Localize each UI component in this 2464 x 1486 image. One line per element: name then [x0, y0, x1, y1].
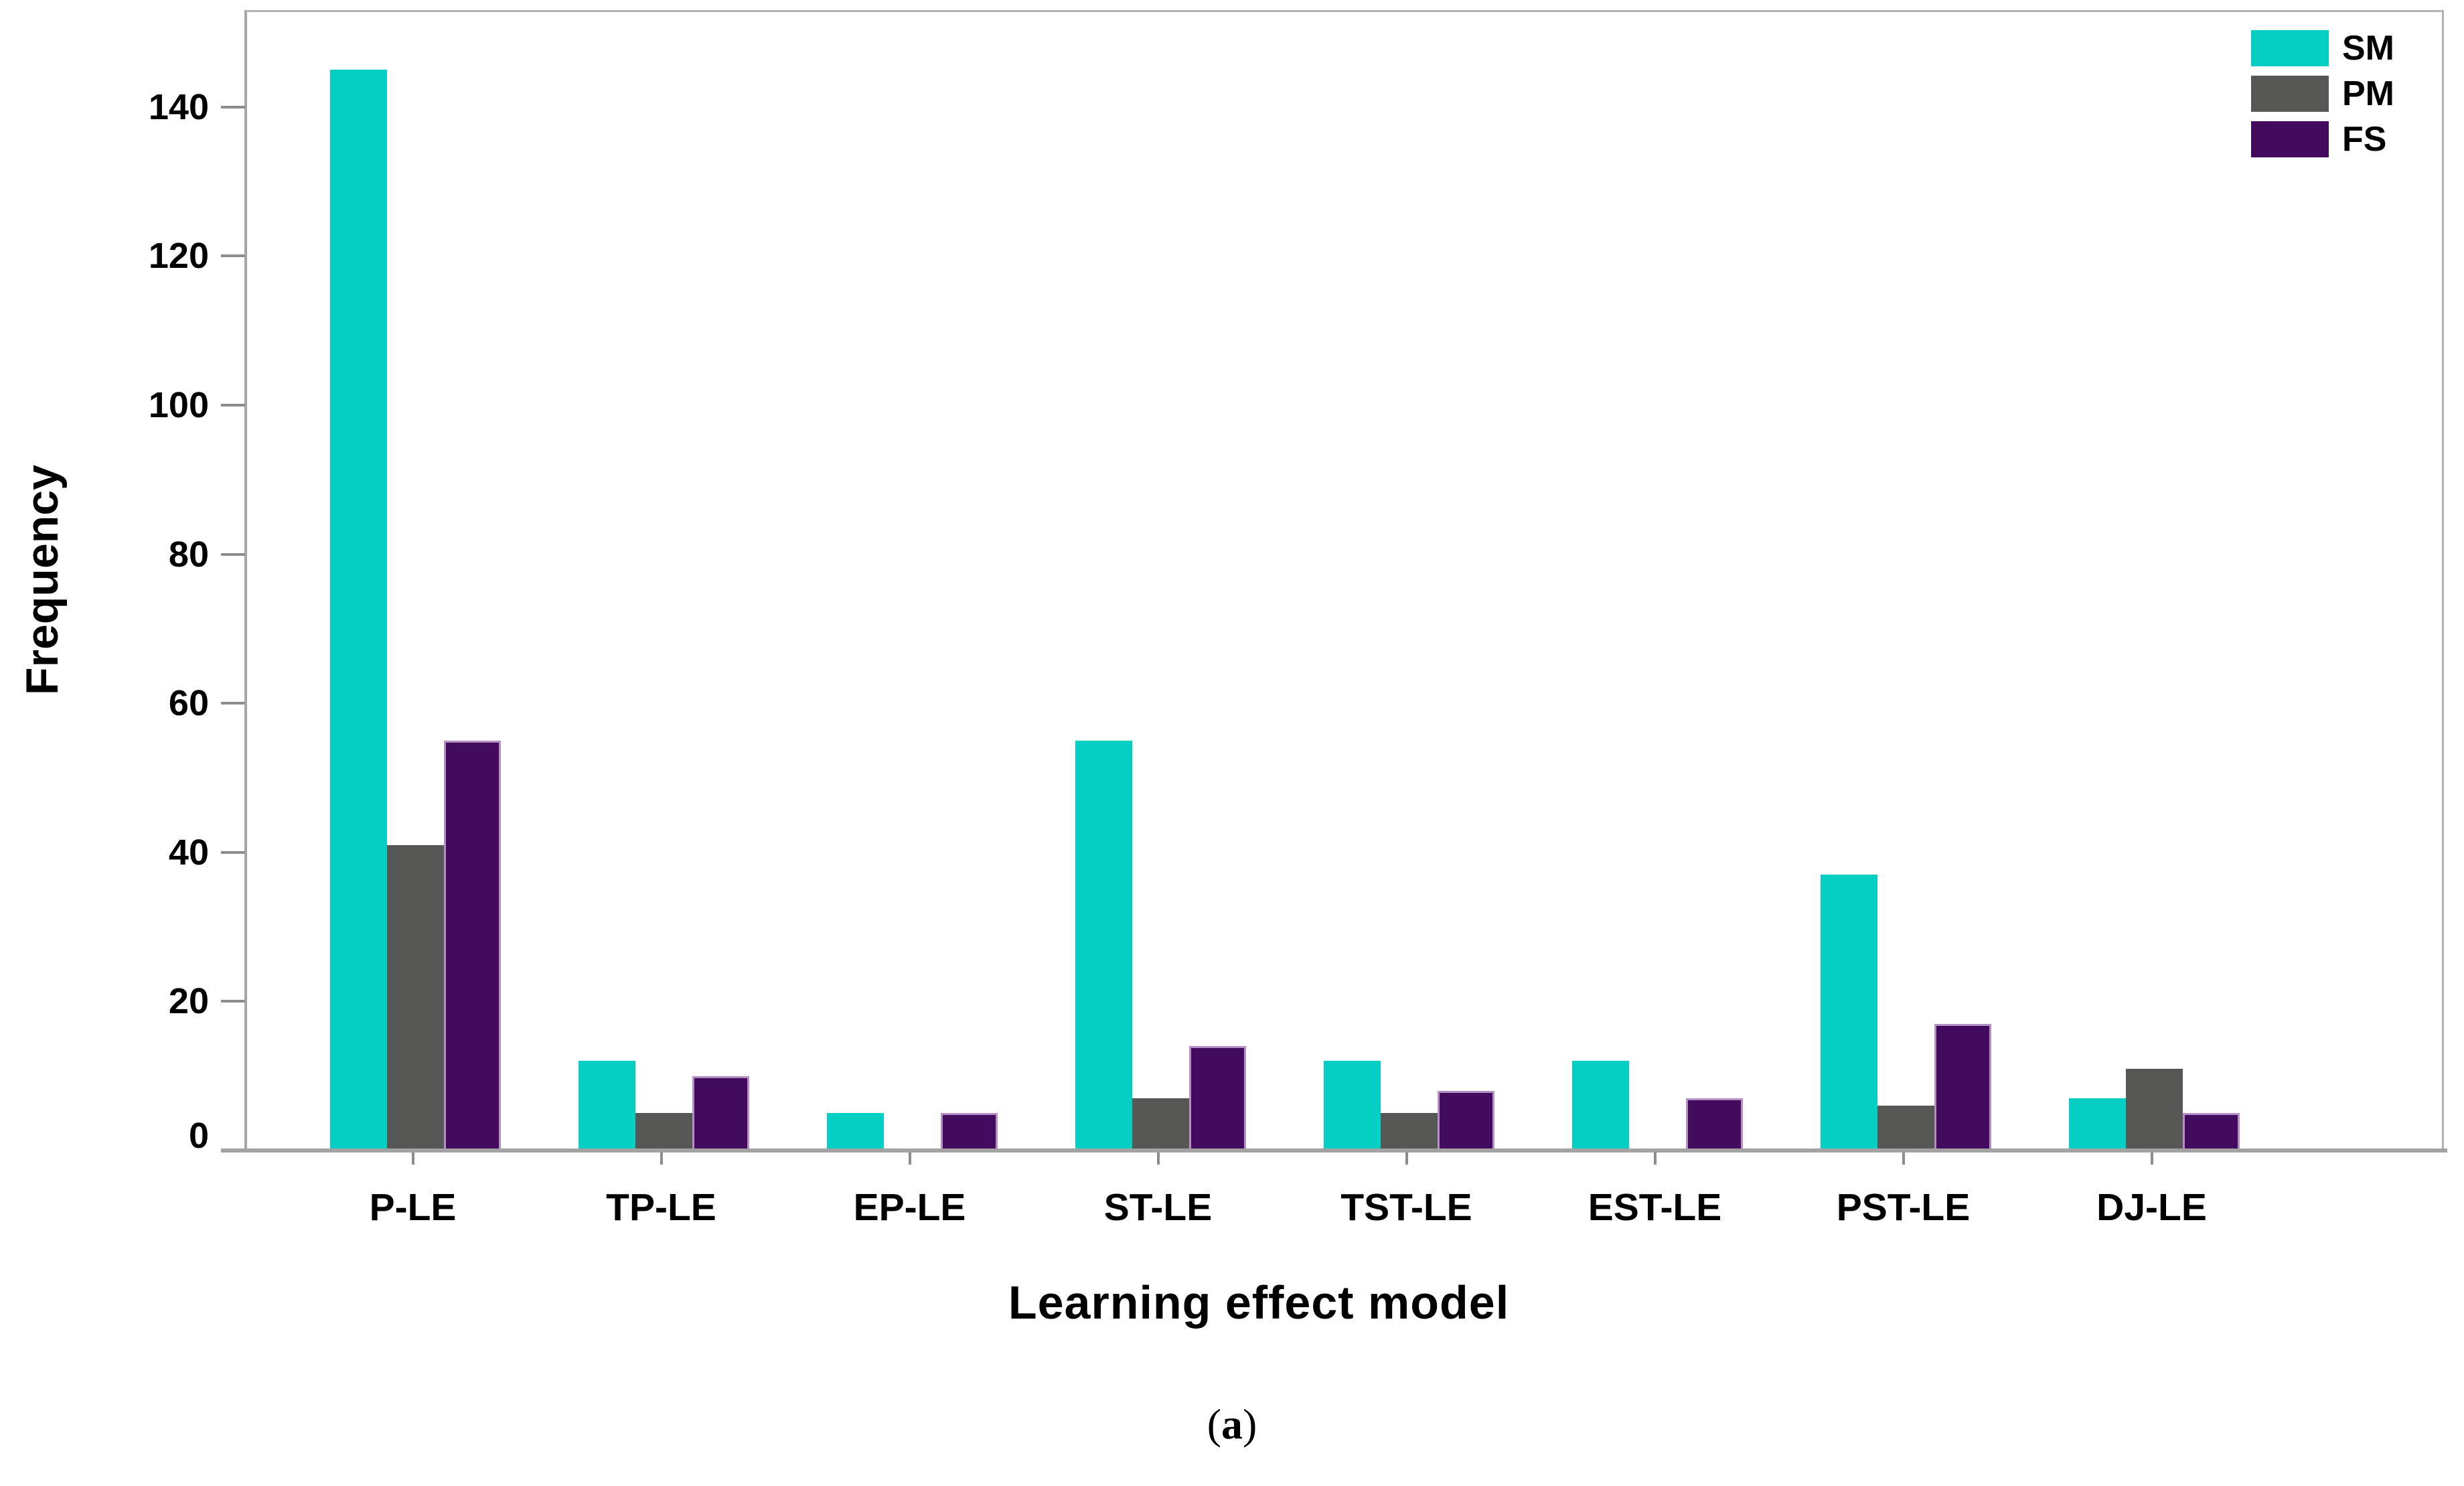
x-tick-label-st-le: ST-LE [1103, 1186, 1213, 1229]
bar-sm-ep-le [827, 1113, 884, 1150]
x-tick-label-p-le: P-LE [369, 1186, 457, 1229]
y-tick-label-80: 80 [168, 534, 209, 575]
x-tick-label-est-le: EST-LE [1588, 1186, 1722, 1229]
legend-label-pm: PM [2342, 74, 2394, 113]
x-tick-label-tp-le: TP-LE [606, 1186, 716, 1229]
y-tick-mark-100 [221, 403, 245, 406]
y-tick-mark-20 [221, 1000, 245, 1003]
x-tick-mark-est-le [1653, 1153, 1657, 1165]
y-tick-label-120: 120 [148, 236, 209, 277]
y-tick-label-140: 140 [148, 86, 209, 127]
legend-swatch-sm [2251, 30, 2329, 66]
y-tick-mark-120 [221, 254, 245, 258]
y-tick-mark-60 [221, 702, 245, 705]
y-axis-title: Frequency [17, 465, 68, 695]
bar-sm-tst-le [1324, 1061, 1381, 1150]
x-tick-label-tst-le: TST-LE [1340, 1186, 1472, 1229]
x-tick-mark-st-le [1156, 1153, 1160, 1165]
bar-fs-st-le [1189, 1046, 1246, 1150]
bar-sm-est-le [1572, 1061, 1629, 1150]
legend-label-fs: FS [2342, 120, 2387, 159]
bar-fs-tp-le [692, 1076, 749, 1150]
y-tick-mark-40 [221, 850, 245, 854]
x-tick-mark-tp-le [660, 1153, 663, 1165]
bar-fs-ep-le [941, 1113, 998, 1150]
caption-open-paren: ( [1207, 1400, 1221, 1448]
x-tick-label-ep-le: EP-LE [853, 1186, 966, 1229]
x-axis-line [221, 1148, 2447, 1153]
bar-sm-p-le [330, 70, 387, 1150]
y-tick-mark-80 [221, 552, 245, 556]
y-tick-label-0: 0 [188, 1116, 209, 1156]
bar-sm-st-le [1075, 741, 1132, 1150]
x-tick-label-pst-le: PST-LE [1836, 1186, 1971, 1229]
figure-caption: (a) [0, 1400, 2464, 1449]
bar-pm-tp-le [635, 1113, 692, 1150]
x-axis-title: Learning effect model [1008, 1276, 1510, 1329]
bar-pm-pst-le [1877, 1106, 1934, 1150]
bar-pm-st-le [1132, 1098, 1189, 1150]
bar-pm-dj-le [2126, 1069, 2183, 1150]
bar-fs-est-le [1686, 1098, 1743, 1150]
x-tick-label-dj-le: DJ-LE [2096, 1186, 2207, 1229]
x-tick-mark-pst-le [1902, 1153, 1905, 1165]
bar-fs-dj-le [2183, 1113, 2240, 1150]
legend-swatch-pm [2251, 76, 2329, 112]
x-tick-mark-ep-le [908, 1153, 911, 1165]
x-tick-mark-p-le [411, 1153, 414, 1165]
y-tick-mark-140 [221, 105, 245, 108]
bar-pm-p-le [387, 845, 444, 1150]
plot-area [244, 10, 2444, 1150]
x-tick-mark-tst-le [1405, 1153, 1408, 1165]
legend-swatch-fs [2251, 121, 2329, 157]
caption-letter: a [1221, 1400, 1243, 1448]
y-tick-label-60: 60 [168, 683, 209, 724]
legend-label-sm: SM [2342, 29, 2394, 68]
x-tick-mark-dj-le [2150, 1153, 2153, 1165]
bar-fs-pst-le [1934, 1024, 1991, 1150]
bar-pm-tst-le [1381, 1113, 1438, 1150]
bar-fs-tst-le [1438, 1091, 1494, 1150]
bar-sm-dj-le [2069, 1098, 2126, 1150]
bar-sm-tp-le [579, 1061, 635, 1150]
y-tick-label-40: 40 [168, 832, 209, 873]
bar-fs-p-le [444, 741, 501, 1150]
y-tick-label-100: 100 [148, 384, 209, 425]
y-tick-label-20: 20 [168, 981, 209, 1022]
bar-sm-pst-le [1821, 875, 1877, 1150]
caption-close-paren: ) [1243, 1400, 1257, 1448]
